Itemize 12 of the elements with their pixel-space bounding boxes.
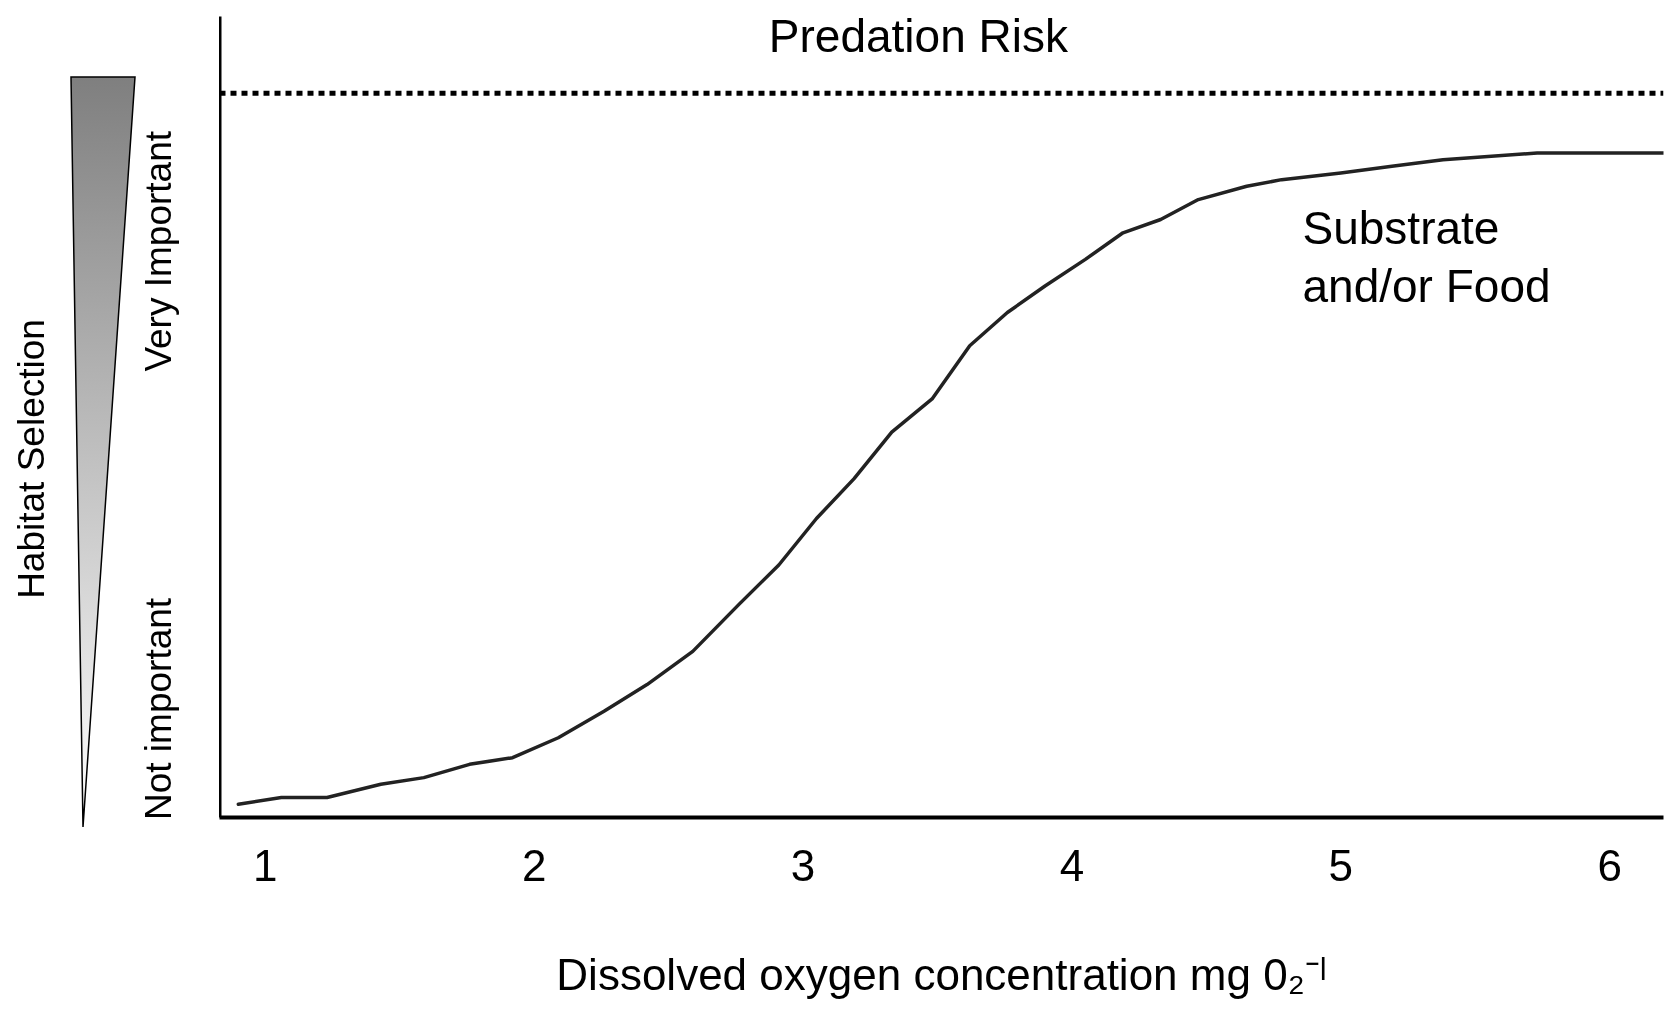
x-tick-label: 6 [1597,840,1622,890]
text: Very Important [137,130,179,372]
x-tick-label: 1 [252,840,278,890]
x-tick-label: 5 [1328,840,1354,890]
ref-line-label: Predation Risk [768,10,1069,63]
y-axis-title: Habitat Selection [10,319,52,599]
x-tick-label: 2 [521,840,547,890]
x-axis-title: Dissolved oxygen concentration mg 0₂⁻ˡ [556,949,1327,999]
x-tick-label: 4 [1059,840,1085,890]
series-label: Substrate and/or Food [1302,202,1551,313]
text: Not important [137,597,179,820]
x-tick-label: 3 [790,840,816,890]
